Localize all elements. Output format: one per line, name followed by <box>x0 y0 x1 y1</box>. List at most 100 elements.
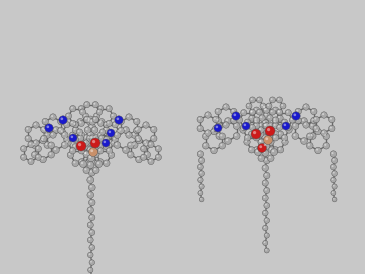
Circle shape <box>205 130 211 136</box>
Circle shape <box>257 147 264 153</box>
Circle shape <box>43 119 45 122</box>
Circle shape <box>269 140 271 142</box>
Circle shape <box>41 135 47 142</box>
Circle shape <box>269 124 271 126</box>
Circle shape <box>265 219 267 221</box>
Circle shape <box>135 135 141 142</box>
Circle shape <box>278 98 280 100</box>
Circle shape <box>59 116 67 124</box>
Circle shape <box>267 104 269 106</box>
Circle shape <box>292 112 300 120</box>
Circle shape <box>84 127 91 133</box>
Circle shape <box>199 197 204 202</box>
Circle shape <box>203 133 209 139</box>
Circle shape <box>141 154 147 160</box>
Circle shape <box>127 115 129 117</box>
Circle shape <box>71 121 73 124</box>
Circle shape <box>78 132 85 138</box>
Circle shape <box>116 129 123 135</box>
Circle shape <box>152 128 154 130</box>
Circle shape <box>102 139 110 147</box>
Circle shape <box>216 125 218 128</box>
Circle shape <box>200 185 202 187</box>
Circle shape <box>118 118 124 125</box>
Circle shape <box>89 214 95 221</box>
Circle shape <box>99 149 101 151</box>
Circle shape <box>259 128 261 130</box>
Circle shape <box>332 192 334 193</box>
Circle shape <box>264 172 270 179</box>
Circle shape <box>81 160 88 167</box>
Circle shape <box>127 133 129 135</box>
Circle shape <box>204 134 206 136</box>
Circle shape <box>89 135 96 142</box>
Circle shape <box>90 149 93 152</box>
Circle shape <box>44 142 51 149</box>
Circle shape <box>263 107 270 113</box>
Circle shape <box>328 125 335 132</box>
Circle shape <box>90 170 92 173</box>
Circle shape <box>87 154 95 162</box>
Circle shape <box>332 184 337 189</box>
Circle shape <box>99 118 105 125</box>
Circle shape <box>278 111 280 113</box>
Circle shape <box>67 114 69 116</box>
Circle shape <box>282 122 290 130</box>
Circle shape <box>258 155 265 162</box>
Circle shape <box>263 121 265 123</box>
Circle shape <box>135 126 141 133</box>
Circle shape <box>262 210 268 216</box>
Circle shape <box>278 110 280 112</box>
Circle shape <box>265 189 267 191</box>
Circle shape <box>63 133 65 135</box>
Circle shape <box>312 119 314 121</box>
Circle shape <box>97 132 104 138</box>
Circle shape <box>144 152 150 158</box>
Circle shape <box>226 139 228 141</box>
Circle shape <box>200 198 202 199</box>
Circle shape <box>43 129 45 131</box>
Circle shape <box>198 190 203 196</box>
Circle shape <box>250 148 251 150</box>
Circle shape <box>80 121 81 124</box>
Circle shape <box>233 122 240 129</box>
Circle shape <box>115 143 118 145</box>
Circle shape <box>277 147 284 153</box>
Circle shape <box>104 128 107 130</box>
Circle shape <box>69 148 76 154</box>
Circle shape <box>235 134 237 136</box>
Circle shape <box>265 249 267 251</box>
Circle shape <box>137 158 139 160</box>
Circle shape <box>316 149 318 151</box>
Circle shape <box>333 172 335 174</box>
Circle shape <box>76 129 82 135</box>
Circle shape <box>92 102 98 108</box>
Circle shape <box>265 126 275 136</box>
Circle shape <box>267 128 270 131</box>
Circle shape <box>78 159 85 165</box>
Circle shape <box>65 140 71 146</box>
Circle shape <box>89 155 92 158</box>
Circle shape <box>301 118 307 124</box>
Circle shape <box>155 146 161 152</box>
Circle shape <box>83 167 89 173</box>
Circle shape <box>89 269 91 270</box>
Circle shape <box>264 108 266 110</box>
Circle shape <box>248 147 255 153</box>
Circle shape <box>238 118 240 120</box>
Circle shape <box>108 149 110 151</box>
Circle shape <box>260 116 262 118</box>
Circle shape <box>253 135 260 141</box>
Circle shape <box>259 156 261 158</box>
Circle shape <box>148 158 154 165</box>
Circle shape <box>268 138 274 145</box>
Circle shape <box>263 122 270 129</box>
Circle shape <box>92 128 95 130</box>
Circle shape <box>25 126 31 133</box>
Circle shape <box>135 119 137 122</box>
Circle shape <box>313 116 319 123</box>
Circle shape <box>80 144 82 146</box>
Circle shape <box>332 197 337 202</box>
Circle shape <box>258 139 265 145</box>
Circle shape <box>249 115 255 121</box>
